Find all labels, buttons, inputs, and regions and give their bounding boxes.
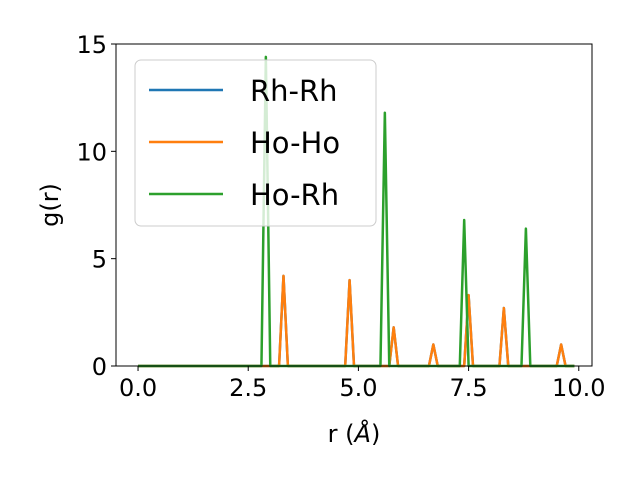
y-tick-label: 15	[76, 31, 107, 59]
y-axis: 0 5 10 15	[76, 31, 116, 381]
plot-frame	[115, 43, 593, 367]
y-tick-label: 5	[92, 246, 107, 274]
x-tick-label: 0.0	[119, 374, 157, 402]
x-axis: 0.0 2.5 5.0 7.5 10.0	[119, 366, 605, 402]
x-tick-label: 10.0	[552, 374, 605, 402]
legend: Rh-Rh Ho-Ho Ho-Rh	[134, 59, 377, 227]
legend-entry: Rh-Rh	[250, 74, 338, 108]
series-line-ho-ho	[138, 274, 575, 368]
legend-frame	[134, 59, 377, 227]
x-axis-label: r (Å)	[328, 419, 381, 448]
legend-entry: Ho-Ho	[250, 126, 340, 160]
x-tick-label: 5.0	[339, 374, 377, 402]
x-axis-unit: Å	[353, 419, 371, 448]
y-tick-label: 0	[92, 353, 107, 381]
x-tick-label: 7.5	[450, 374, 488, 402]
y-axis-label: g(r)	[36, 183, 64, 227]
legend-entry: Ho-Rh	[250, 178, 339, 212]
x-tick-label: 2.5	[229, 374, 267, 402]
series-line-rh-rh	[138, 274, 575, 368]
y-tick-label: 10	[76, 138, 107, 166]
